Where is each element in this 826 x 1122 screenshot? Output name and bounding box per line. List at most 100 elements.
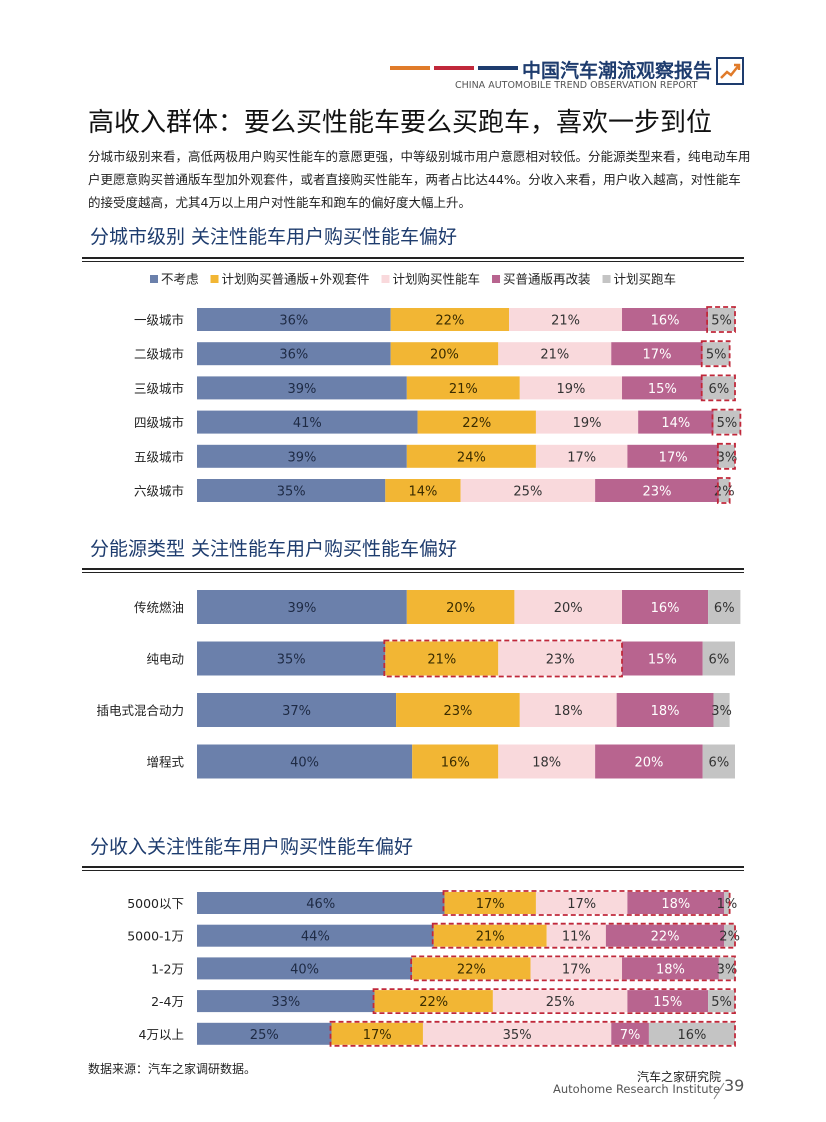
chart2-wrap: 传统燃油 39% 20% 20% 16% 6% 纯电动 35% 21% 23% 15% 6% 插电式混合… bbox=[96, 590, 741, 779]
highlight-box bbox=[716, 442, 736, 470]
bar-segment bbox=[509, 308, 623, 331]
data-label: 2% bbox=[714, 485, 735, 500]
bar-segment bbox=[595, 479, 719, 502]
bar-segment bbox=[530, 957, 623, 980]
bar-segment bbox=[605, 924, 725, 947]
category-label: 五级城市 bbox=[134, 449, 184, 464]
bar-segment bbox=[718, 957, 735, 980]
bar-segment bbox=[622, 376, 703, 400]
category-label: 一级城市 bbox=[134, 313, 184, 328]
data-label: 5% bbox=[706, 348, 727, 363]
data-label: 6% bbox=[709, 653, 730, 668]
data-label: 37% bbox=[282, 704, 311, 719]
legend-swatch bbox=[150, 275, 158, 283]
chart2-rule-top bbox=[82, 568, 744, 570]
category-label: 5000-1万 bbox=[127, 929, 184, 944]
highlight-box bbox=[716, 477, 731, 504]
intro-paragraph: 分城市级别来看，高低两极用户购买性能车的意愿更强，中等级别城市用户意愿相对较低。… bbox=[88, 149, 751, 210]
data-label: 6% bbox=[709, 382, 730, 397]
data-label: 21% bbox=[551, 314, 580, 329]
chart1-rule-top-thin bbox=[82, 261, 744, 262]
bar-segment bbox=[197, 924, 434, 947]
bar-segment bbox=[385, 479, 461, 502]
bar-segment bbox=[197, 744, 413, 779]
footer-slash-icon bbox=[713, 1082, 725, 1100]
data-label: 39% bbox=[287, 601, 316, 616]
legend-swatch bbox=[492, 275, 501, 283]
data-label: 16% bbox=[441, 756, 470, 771]
bar-segment bbox=[724, 924, 735, 947]
category-label: 传统燃油 bbox=[134, 600, 184, 615]
chart1-rule-top bbox=[82, 257, 744, 259]
legend-label: 买普通版再改装 bbox=[503, 272, 591, 287]
header-stripe-navy bbox=[478, 66, 518, 70]
city-tier-chart: 一级城市 36% 22% 21% 16% 5% 二级城市 36% 20% 21% 17% 5% 三级城市… bbox=[134, 306, 742, 504]
bar-segment bbox=[385, 641, 499, 676]
bar-segment bbox=[390, 308, 510, 331]
category-label: 插电式混合动力 bbox=[96, 703, 184, 718]
bar-segment bbox=[197, 1022, 332, 1045]
legend-label: 计划购买普通版+外观套件 bbox=[222, 272, 370, 287]
bar-segment bbox=[535, 410, 639, 434]
chart3-rule-top bbox=[82, 866, 744, 868]
data-label: 3% bbox=[717, 450, 738, 465]
data-label: 39% bbox=[287, 382, 316, 397]
legend: 不考虑 计划购买普通版+外观套件 计划购买性能车 买普通版再改装 计划买跑车 bbox=[150, 272, 676, 287]
bar-segment bbox=[622, 308, 709, 331]
bar-segment bbox=[514, 590, 623, 624]
data-label: 5% bbox=[711, 314, 732, 329]
data-label: 25% bbox=[513, 485, 542, 500]
data-label: 40% bbox=[290, 962, 319, 977]
page-number: 39 bbox=[724, 1076, 745, 1095]
bar-segment bbox=[535, 892, 628, 914]
category-label: 四级城市 bbox=[134, 415, 184, 430]
highlight-box bbox=[372, 988, 736, 1014]
bar-segment bbox=[444, 892, 536, 914]
report-title-en: CHINA AUTOMOBILE TREND OBSERVATION REPOR… bbox=[455, 80, 698, 91]
bar-segment bbox=[498, 342, 612, 366]
data-label: 18% bbox=[532, 756, 561, 771]
data-label: 5% bbox=[717, 416, 738, 431]
data-label: 20% bbox=[554, 601, 583, 616]
bar-segment bbox=[718, 479, 730, 502]
data-label: 22% bbox=[419, 995, 448, 1010]
data-label: 3% bbox=[711, 704, 732, 719]
bar-segment bbox=[638, 410, 714, 434]
data-source: 数据来源：汽车之家调研数据。 bbox=[88, 1062, 257, 1076]
category-label: 六级城市 bbox=[134, 484, 184, 499]
bar-segment bbox=[627, 990, 709, 1013]
data-label: 17% bbox=[562, 962, 591, 977]
bar-segment bbox=[331, 1022, 423, 1045]
highlight-box bbox=[410, 955, 736, 982]
bar-segment bbox=[616, 693, 714, 727]
bar-segment bbox=[406, 376, 520, 400]
chart3-wrap: 5000以下 46% 17% 17% 18% 1% 5000-1万 44% 21% 11% 22% 2… bbox=[127, 890, 740, 1047]
highlight-box bbox=[706, 306, 736, 333]
header-stripe-red bbox=[434, 66, 474, 70]
chart2-title: 分能源类型 关注性能车用户购买性能车偏好 bbox=[90, 538, 458, 560]
data-label: 17% bbox=[476, 897, 505, 912]
data-label: 14% bbox=[409, 485, 438, 500]
category-label: 增程式 bbox=[146, 755, 184, 770]
legend-swatch bbox=[602, 275, 611, 283]
data-label: 16% bbox=[651, 601, 680, 616]
header-stripe-orange bbox=[390, 66, 430, 70]
data-label: 20% bbox=[446, 601, 475, 616]
bar-segment bbox=[535, 444, 628, 468]
bar-segment bbox=[702, 376, 735, 400]
data-label: 17% bbox=[363, 1028, 392, 1043]
data-label: 23% bbox=[643, 485, 672, 500]
data-label: 39% bbox=[287, 450, 316, 465]
data-label: 11% bbox=[562, 930, 591, 945]
legend-swatch bbox=[381, 275, 390, 283]
data-label: 44% bbox=[301, 930, 330, 945]
data-label: 22% bbox=[457, 962, 486, 977]
chart1-title: 分城市级别 关注性能车用户购买性能车偏好 bbox=[90, 226, 458, 248]
category-label: 二级城市 bbox=[134, 347, 184, 362]
highlight-box bbox=[700, 374, 736, 402]
data-label: 23% bbox=[443, 704, 472, 719]
footer-org-en: Autohome Research Institute bbox=[553, 1082, 721, 1096]
bar-segment bbox=[197, 308, 391, 331]
data-label: 1% bbox=[717, 897, 738, 912]
bar-segment bbox=[412, 744, 499, 779]
